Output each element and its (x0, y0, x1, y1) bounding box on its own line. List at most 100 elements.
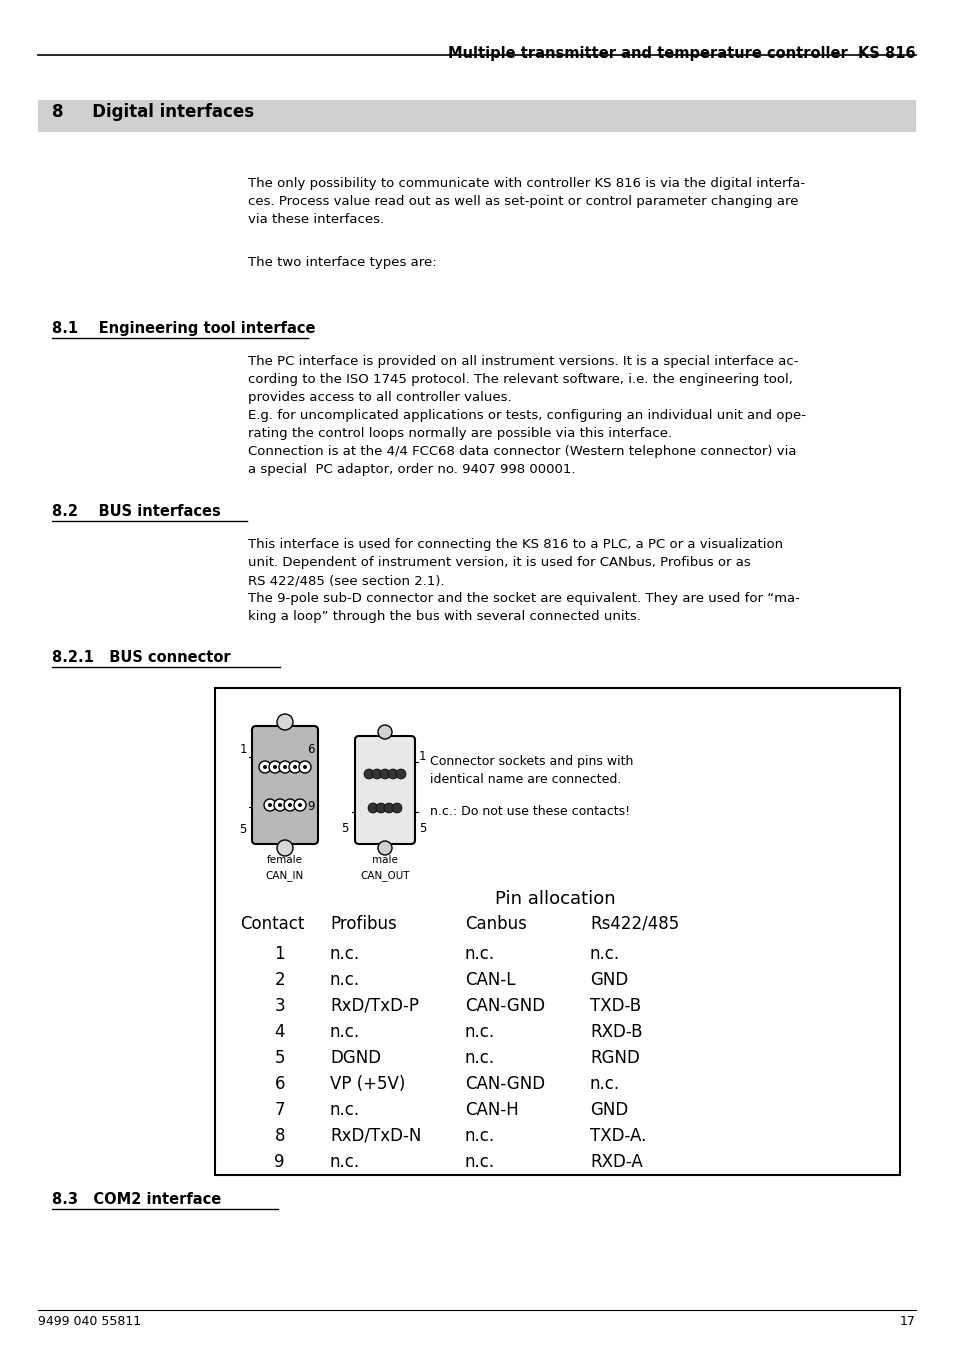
Text: Rs422/485: Rs422/485 (589, 915, 679, 934)
Text: Connector sockets and pins with: Connector sockets and pins with (430, 755, 633, 767)
Text: ces. Process value read out as well as set-point or control parameter changing a: ces. Process value read out as well as s… (248, 195, 798, 208)
Circle shape (268, 802, 272, 807)
Text: 3: 3 (274, 997, 285, 1015)
Text: unit. Dependent of instrument version, it is used for CANbus, Profibus or as: unit. Dependent of instrument version, i… (248, 557, 750, 569)
Text: 5: 5 (341, 821, 349, 835)
Text: GND: GND (589, 971, 628, 989)
Text: Profibus: Profibus (330, 915, 396, 934)
Text: n.c.: n.c. (330, 1152, 359, 1171)
Text: CAN_IN: CAN_IN (266, 870, 304, 881)
Text: n.c.: n.c. (330, 1023, 359, 1042)
Text: The two interface types are:: The two interface types are: (248, 255, 436, 269)
Text: CAN-GND: CAN-GND (464, 997, 544, 1015)
FancyBboxPatch shape (252, 725, 317, 844)
Text: This interface is used for connecting the KS 816 to a PLC, a PC or a visualizati: This interface is used for connecting th… (248, 538, 782, 551)
Circle shape (269, 761, 281, 773)
Text: n.c.: n.c. (330, 971, 359, 989)
Text: n.c.: n.c. (330, 944, 359, 963)
Circle shape (384, 802, 394, 813)
Text: rating the control loops normally are possible via this interface.: rating the control loops normally are po… (248, 427, 672, 440)
Text: king a loop” through the bus with several connected units.: king a loop” through the bus with severa… (248, 611, 640, 623)
Text: TXD-B: TXD-B (589, 997, 640, 1015)
Text: n.c.: n.c. (464, 1048, 495, 1067)
Text: 1: 1 (274, 944, 285, 963)
Text: E.g. for uncomplicated applications or tests, configuring an individual unit and: E.g. for uncomplicated applications or t… (248, 409, 805, 422)
Text: n.c.: n.c. (464, 1152, 495, 1171)
Circle shape (273, 765, 276, 769)
Text: n.c.: n.c. (464, 1023, 495, 1042)
Text: RxD/TxD-P: RxD/TxD-P (330, 997, 418, 1015)
Circle shape (372, 769, 381, 780)
Text: male: male (372, 855, 397, 865)
Text: DGND: DGND (330, 1048, 381, 1067)
Text: 2: 2 (274, 971, 285, 989)
Circle shape (298, 761, 311, 773)
Text: Connection is at the 4/4 FCC68 data connector (Western telephone connector) via: Connection is at the 4/4 FCC68 data conn… (248, 444, 796, 458)
Circle shape (276, 713, 293, 730)
Circle shape (379, 769, 390, 780)
Text: 1: 1 (418, 750, 426, 763)
Circle shape (392, 802, 401, 813)
Text: 9: 9 (307, 800, 314, 813)
Circle shape (364, 769, 374, 780)
Circle shape (284, 798, 295, 811)
Circle shape (377, 725, 392, 739)
Circle shape (288, 802, 292, 807)
Text: RXD-A: RXD-A (589, 1152, 642, 1171)
Text: n.c.: n.c. (464, 944, 495, 963)
Text: 1: 1 (239, 743, 247, 757)
Text: 8.2    BUS interfaces: 8.2 BUS interfaces (52, 504, 220, 519)
Text: CAN_OUT: CAN_OUT (360, 870, 410, 881)
Text: The PC interface is provided on all instrument versions. It is a special interfa: The PC interface is provided on all inst… (248, 355, 798, 367)
Text: The only possibility to communicate with controller KS 816 is via the digital in: The only possibility to communicate with… (248, 177, 804, 190)
Circle shape (388, 769, 397, 780)
Text: GND: GND (589, 1101, 628, 1119)
Text: RxD/TxD-N: RxD/TxD-N (330, 1127, 421, 1146)
Circle shape (377, 842, 392, 855)
Circle shape (274, 798, 286, 811)
Text: 5: 5 (418, 821, 426, 835)
Circle shape (263, 765, 267, 769)
Bar (38, 100, 915, 132)
Text: Pin allocation: Pin allocation (495, 890, 615, 908)
Text: CAN-L: CAN-L (464, 971, 515, 989)
Text: n.c.: n.c. (589, 1075, 619, 1093)
Text: 4: 4 (274, 1023, 285, 1042)
Circle shape (395, 769, 406, 780)
Text: The 9-pole sub-D connector and the socket are equivalent. They are used for “ma-: The 9-pole sub-D connector and the socke… (248, 592, 799, 605)
Circle shape (258, 761, 271, 773)
Circle shape (264, 798, 275, 811)
Circle shape (368, 802, 377, 813)
Circle shape (277, 802, 282, 807)
Text: 8.1    Engineering tool interface: 8.1 Engineering tool interface (52, 322, 315, 336)
Circle shape (375, 802, 386, 813)
Circle shape (293, 765, 296, 769)
Text: CAN-GND: CAN-GND (464, 1075, 544, 1093)
Text: 17: 17 (900, 1315, 915, 1328)
Circle shape (303, 765, 307, 769)
Text: n.c.: Do not use these contacts!: n.c.: Do not use these contacts! (430, 805, 630, 817)
Text: CAN-H: CAN-H (464, 1101, 518, 1119)
Text: RGND: RGND (589, 1048, 639, 1067)
Text: 7: 7 (274, 1101, 285, 1119)
Circle shape (289, 761, 301, 773)
Text: provides access to all controller values.: provides access to all controller values… (248, 390, 511, 404)
Text: a special  PC adaptor, order no. 9407 998 00001.: a special PC adaptor, order no. 9407 998… (248, 463, 575, 476)
Text: Multiple transmitter and temperature controller  KS 816: Multiple transmitter and temperature con… (448, 46, 915, 61)
Text: RS 422/485 (see section 2.1).: RS 422/485 (see section 2.1). (248, 574, 444, 586)
Text: 5: 5 (274, 1048, 285, 1067)
Circle shape (294, 798, 306, 811)
Text: 8.3   COM2 interface: 8.3 COM2 interface (52, 1192, 221, 1206)
Circle shape (278, 761, 291, 773)
Text: n.c.: n.c. (589, 944, 619, 963)
Text: female: female (267, 855, 303, 865)
Text: VP (+5V): VP (+5V) (330, 1075, 405, 1093)
Text: identical name are connected.: identical name are connected. (430, 773, 620, 786)
Text: 9499 040 55811: 9499 040 55811 (38, 1315, 141, 1328)
Text: 5: 5 (239, 823, 247, 836)
Bar (214, 688, 899, 1175)
Text: Contact: Contact (240, 915, 304, 934)
Circle shape (283, 765, 287, 769)
Text: Canbus: Canbus (464, 915, 526, 934)
Circle shape (276, 840, 293, 857)
